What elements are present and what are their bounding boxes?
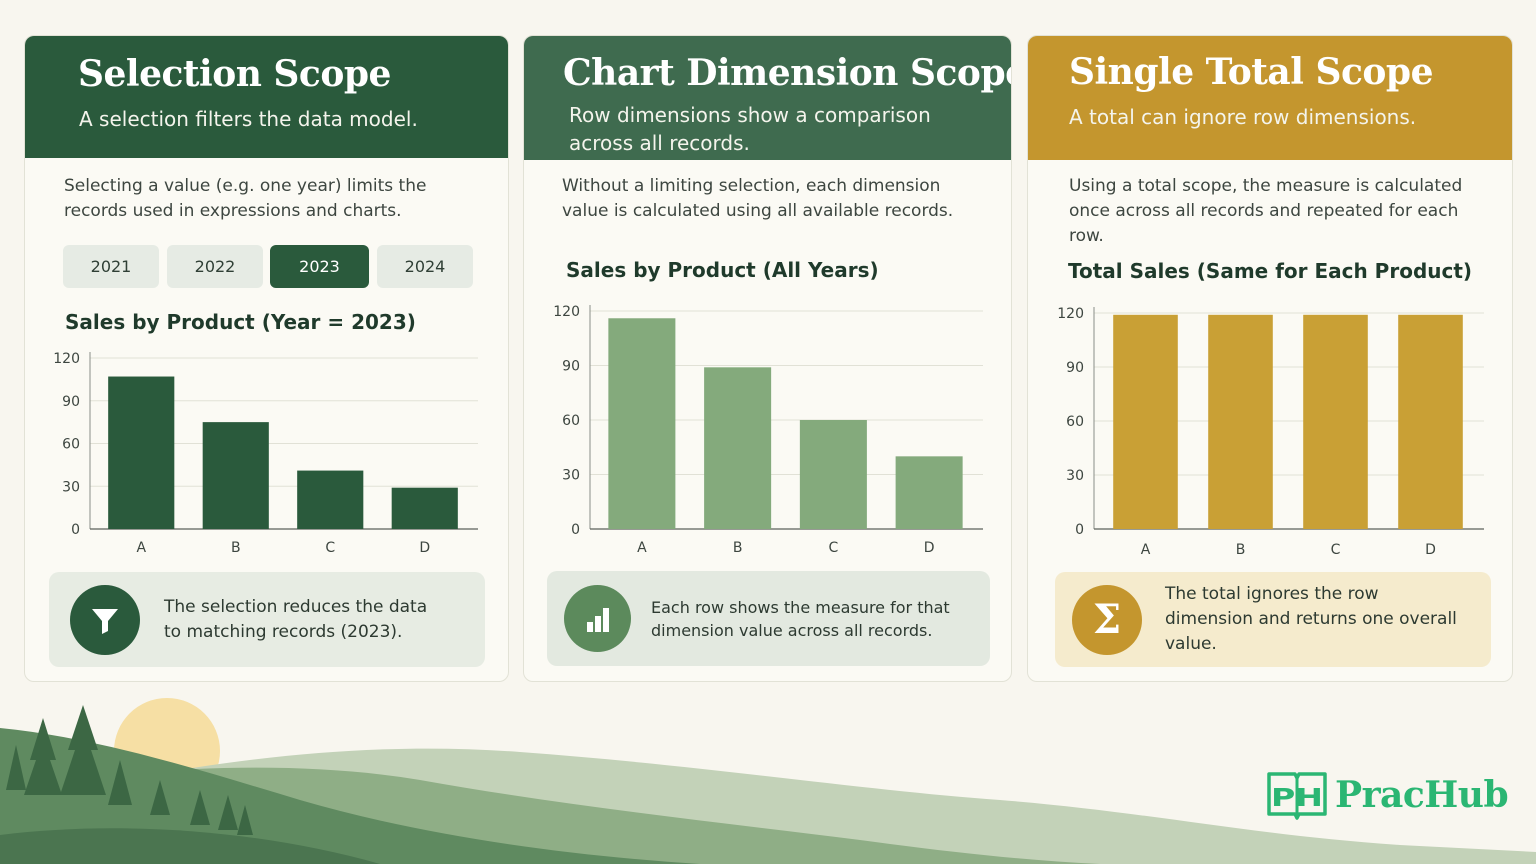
- y-tick-label: 90: [1066, 360, 1084, 376]
- near-hill: [0, 728, 700, 864]
- selection-card-header: Selection Scope A selection filters the …: [25, 36, 508, 158]
- selection-note: The selection reduces the data to matchi…: [49, 572, 485, 667]
- y-tick-label: 120: [553, 304, 580, 320]
- total-card-title: Single Total Scope: [1069, 51, 1433, 93]
- x-tick-label: C: [325, 540, 335, 556]
- bar-B: [704, 367, 772, 529]
- y-tick-label: 60: [1066, 414, 1084, 430]
- y-tick-label: 0: [1075, 522, 1084, 538]
- year-tab-2021[interactable]: 2021: [63, 245, 159, 288]
- total-chart-title: Total Sales (Same for Each Product): [1068, 259, 1473, 283]
- total-card-header: Single Total Scope A total can ignore ro…: [1028, 36, 1512, 160]
- prachub-logo[interactable]: PH PracHub: [1265, 768, 1509, 822]
- x-tick-label: A: [1141, 542, 1151, 558]
- bar-D: [895, 456, 963, 529]
- pine-trees: [6, 705, 253, 835]
- x-tick-label: B: [1236, 542, 1246, 558]
- x-tick-label: B: [231, 540, 241, 556]
- y-tick-label: 30: [1066, 468, 1084, 484]
- selection-note-text: The selection reduces the data to matchi…: [164, 596, 428, 642]
- y-tick-label: 30: [562, 468, 580, 484]
- bar-C: [1303, 314, 1368, 529]
- y-tick-label: 90: [62, 394, 80, 410]
- logo-letters: PH: [1271, 783, 1323, 812]
- bar-A: [1113, 314, 1178, 529]
- bar-D: [1398, 314, 1463, 529]
- selection-card-title: Selection Scope: [78, 53, 391, 95]
- y-tick-label: 120: [1057, 306, 1084, 322]
- x-tick-label: C: [828, 540, 838, 556]
- bar-D: [391, 487, 458, 529]
- dimension-card-header: Chart Dimension Scope Row dimensions sho…: [524, 36, 1011, 160]
- sigma-icon: Σ: [1072, 584, 1142, 655]
- total-note: Σ The total ignores the row dimension an…: [1055, 572, 1491, 667]
- dimension-card-description: Without a limiting selection, each dimen…: [562, 176, 954, 221]
- x-tick-label: A: [136, 540, 146, 556]
- dimension-card-title: Chart Dimension Scope: [563, 52, 1012, 94]
- y-tick-label: 120: [53, 351, 80, 367]
- x-tick-label: A: [637, 540, 647, 556]
- total-bar-chart: 0 30 60 90 120 A B C D: [1057, 306, 1484, 558]
- y-tick-label: 30: [62, 479, 80, 495]
- x-tick-label: D: [924, 540, 935, 556]
- x-tick-label: C: [1331, 542, 1341, 558]
- selection-chart-title: Sales by Product (Year = 2023): [65, 310, 416, 334]
- dimension-bar-chart: 0 30 60 90 120 A B C D: [553, 304, 983, 556]
- selection-scope-card: Selection Scope A selection filters the …: [24, 35, 509, 682]
- bar-C: [297, 470, 364, 529]
- year-tab-2024[interactable]: 2024: [377, 245, 473, 288]
- selection-card-description: Selecting a value (e.g. one year) limits…: [64, 176, 427, 221]
- y-tick-label: 60: [562, 413, 580, 429]
- brand-name: PracHub: [1335, 774, 1509, 816]
- x-tick-label: D: [1425, 542, 1436, 558]
- total-card-description: Using a total scope, the measure is calc…: [1069, 176, 1463, 246]
- total-scope-card: Single Total Scope A total can ignore ro…: [1027, 35, 1513, 682]
- year-tab-2023[interactable]: 2023: [270, 245, 369, 288]
- dimension-scope-card: Chart Dimension Scope Row dimensions sho…: [523, 35, 1012, 682]
- dimension-note-text: Each row shows the measure for that dime…: [651, 597, 950, 640]
- dimension-note: Each row shows the measure for that dime…: [547, 571, 990, 666]
- selection-card-subtitle: A selection filters the data model.: [79, 107, 418, 131]
- bar-chart-icon: [564, 585, 631, 652]
- x-tick-label: D: [419, 540, 430, 556]
- filter-icon: [70, 584, 140, 655]
- front-hill: [0, 828, 380, 864]
- y-tick-label: 90: [562, 359, 580, 375]
- bar-A: [608, 318, 676, 529]
- total-card-subtitle: A total can ignore row dimensions.: [1069, 105, 1417, 129]
- bar-A: [108, 376, 175, 529]
- x-tick-label: B: [733, 540, 743, 556]
- book-logo-icon: PH: [1267, 772, 1327, 820]
- y-tick-label: 0: [571, 522, 580, 538]
- selection-bar-chart: 0 30 60 90 120 A B C D: [53, 351, 478, 556]
- bar-C: [799, 420, 867, 529]
- y-tick-label: 0: [71, 522, 80, 538]
- year-tab-2022[interactable]: 2022: [167, 245, 263, 288]
- total-note-text: The total ignores the row dimension and …: [1165, 584, 1457, 654]
- bar-B: [1208, 314, 1273, 529]
- bar-B: [202, 422, 269, 529]
- y-tick-label: 60: [62, 437, 80, 453]
- dimension-chart-title: Sales by Product (All Years): [566, 258, 879, 282]
- dimension-card-subtitle: Row dimensions show a comparison across …: [569, 103, 931, 155]
